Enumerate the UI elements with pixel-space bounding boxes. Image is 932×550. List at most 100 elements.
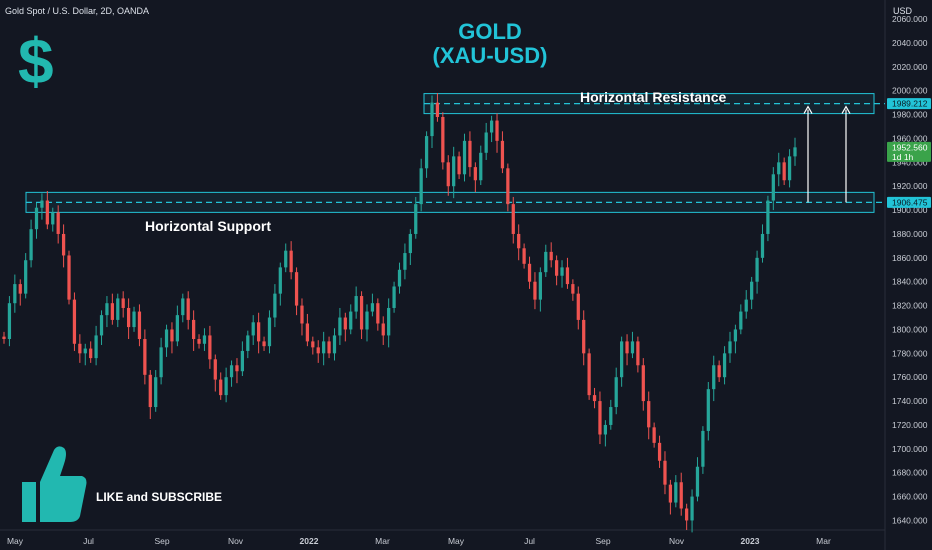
candle-body — [554, 260, 559, 276]
candle-body — [89, 348, 93, 359]
candle-body — [452, 156, 456, 187]
candle-body — [414, 204, 418, 234]
candle-body — [354, 296, 358, 312]
y-tick-label: 1760.000 — [892, 372, 928, 382]
level-boxes — [25, 93, 885, 213]
candle-body — [620, 341, 624, 378]
candle-body — [40, 200, 44, 208]
x-tick-label: Nov — [228, 536, 244, 546]
x-tick-label: Jul — [524, 536, 535, 546]
candle-body — [701, 430, 705, 467]
candle-body — [489, 120, 494, 133]
chart-title-line2: (XAU-USD) — [432, 43, 548, 68]
candle-body — [565, 267, 570, 285]
candle-body — [332, 335, 337, 354]
currency-label: USD — [893, 6, 913, 16]
candle-body — [397, 269, 402, 287]
candle-body — [181, 298, 185, 316]
y-tick-label: 1980.000 — [892, 110, 928, 120]
y-tick-label: 2020.000 — [892, 62, 928, 72]
candle-body — [94, 335, 98, 359]
y-tick-label: 1740.000 — [892, 396, 928, 406]
candle-body — [365, 311, 369, 330]
candle-body — [78, 343, 82, 354]
candle-body — [83, 348, 87, 354]
candle-body — [29, 229, 33, 261]
candle-body — [647, 401, 651, 428]
candle-body — [609, 407, 613, 425]
candle-body — [766, 200, 770, 234]
y-tick-label: 1820.000 — [892, 301, 928, 311]
y-tick-label: 1840.000 — [892, 277, 928, 287]
candle-body — [484, 132, 488, 153]
candle-body — [544, 251, 548, 273]
candle-body — [72, 299, 77, 344]
candle-body — [777, 162, 781, 175]
y-tick-label: 1660.000 — [892, 492, 928, 502]
candle-body — [154, 377, 158, 408]
candle-body — [457, 156, 461, 175]
candle-body — [479, 152, 483, 181]
candle-body — [538, 272, 542, 300]
candle-body — [322, 341, 326, 354]
candle-body — [527, 263, 532, 282]
candle-body — [257, 322, 261, 342]
candle-body — [468, 140, 472, 168]
last-price-tag-bg — [887, 141, 931, 162]
candle-body — [2, 336, 6, 340]
candle-body — [760, 233, 765, 258]
chart-title-line1: GOLD — [458, 19, 522, 44]
candle-body — [132, 311, 136, 328]
x-tick-label: Jul — [83, 536, 94, 546]
candle-body — [278, 267, 282, 294]
candle-body — [300, 305, 304, 324]
candle-body — [359, 296, 364, 330]
candle-body — [712, 365, 716, 390]
x-tick-label: Mar — [816, 536, 831, 546]
candle-body — [652, 427, 656, 443]
thumbs-up-icon — [22, 446, 87, 522]
candle-body — [327, 341, 331, 354]
y-tick-label: 1780.000 — [892, 348, 928, 358]
candle-body — [668, 484, 673, 503]
candle-body — [782, 162, 786, 181]
last-price-tag: 1952.560 — [892, 142, 928, 152]
candle-body — [229, 365, 234, 378]
candle-body — [143, 339, 147, 375]
candle-body — [170, 329, 174, 342]
candle-body — [105, 303, 109, 316]
candle-body — [56, 212, 60, 234]
support-price-tag-bg — [887, 196, 931, 208]
candle-body — [679, 482, 683, 509]
candle-body — [392, 286, 396, 308]
support-label: Horizontal Support — [145, 218, 271, 234]
candle-body — [34, 207, 39, 230]
candle-body — [685, 508, 689, 521]
candle-body — [517, 233, 521, 249]
candle-body — [213, 359, 217, 380]
candle-body — [67, 255, 71, 300]
candle-body — [202, 335, 207, 344]
candle-body — [240, 350, 245, 372]
candle-body — [549, 251, 553, 261]
candle-body — [159, 347, 163, 378]
candle-body — [462, 140, 467, 175]
candle-body — [289, 250, 293, 273]
candle-body — [273, 293, 277, 318]
candle-body — [61, 233, 66, 256]
x-tick-label: 2023 — [741, 536, 760, 546]
candle-body — [191, 319, 196, 340]
candle-body — [446, 162, 450, 187]
candle-body — [744, 299, 748, 312]
projection-arrows — [803, 105, 851, 203]
candle-body — [294, 272, 299, 306]
candle-body — [13, 284, 17, 304]
candle-body — [408, 233, 412, 254]
candle-body — [316, 347, 320, 354]
candle-body — [495, 120, 499, 141]
candle-body — [45, 200, 49, 225]
y-tick-label: 1900.000 — [892, 205, 928, 215]
candle-body — [349, 311, 353, 330]
